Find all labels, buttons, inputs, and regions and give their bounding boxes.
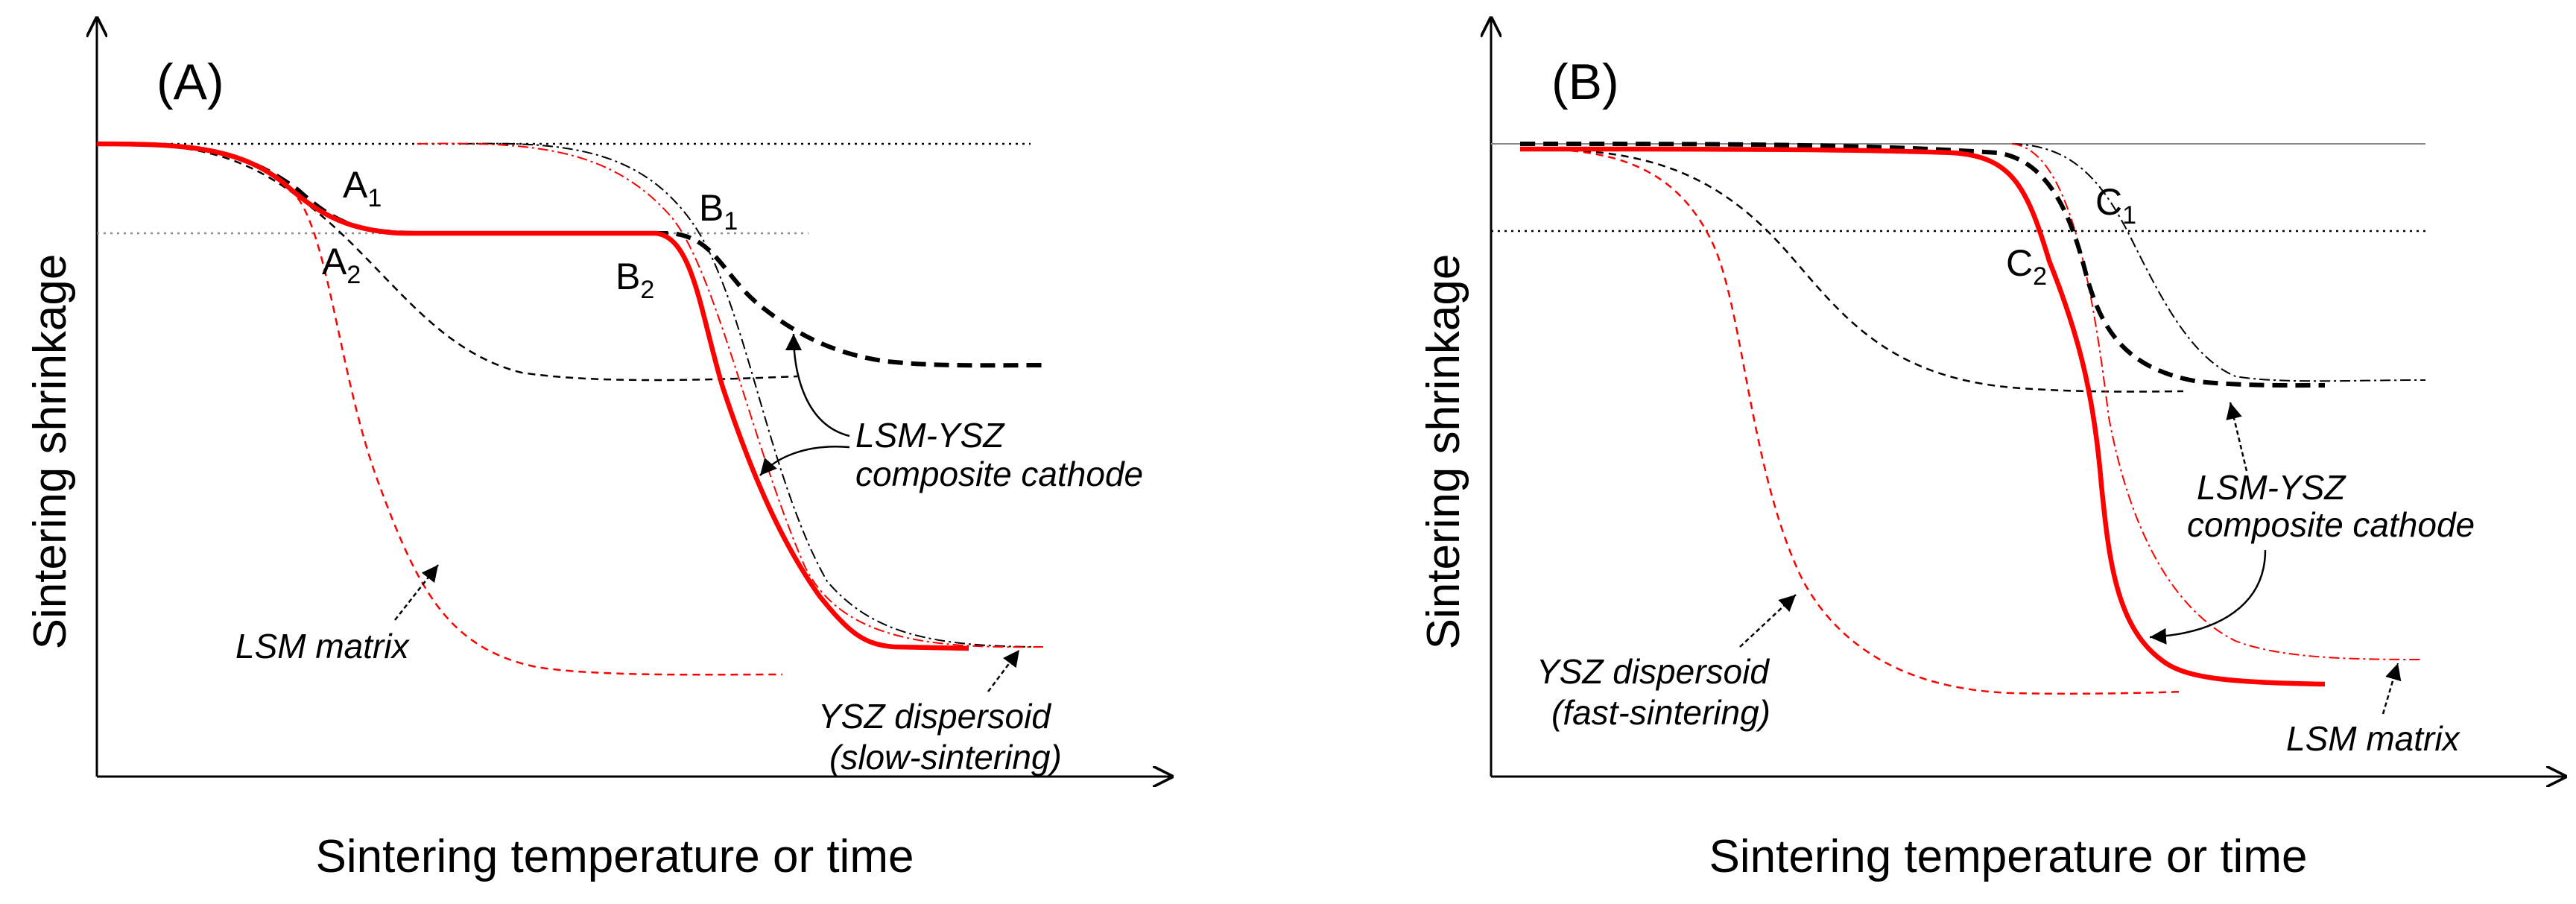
composite-cathode-black-curve	[1519, 142, 2326, 388]
x-axis-label: Sintering temperature or time	[316, 831, 914, 882]
thin-black-dashed-curve	[1519, 148, 2184, 393]
y-axis-label: Sintering shrinkage	[25, 254, 76, 650]
point-label-b2: B2	[615, 256, 654, 304]
composite-cathode-black-curve	[96, 142, 1044, 368]
ysz-dispersoid-curve	[96, 142, 798, 382]
annotation-composite-line1: LSM-YSZ	[2197, 468, 2346, 507]
annotation-dispersoid-arrow	[987, 649, 1020, 692]
lsm-matrix-curve	[2011, 143, 2422, 660]
thin-dashdot-curve	[461, 142, 1044, 648]
ysz-dispersoid-curve	[1519, 148, 2184, 695]
thin-red-dashdot-curve	[417, 142, 1044, 648]
annotation-dispersoid-line2: (fast-sintering)	[1551, 693, 1770, 732]
point-label-a1: A1	[343, 164, 382, 212]
annotation-dispersoid-line1: YSZ dispersoid	[1537, 652, 1770, 691]
panel-label: (A)	[156, 54, 224, 110]
annotation-composite-line2: composite cathode	[2187, 505, 2475, 544]
panel-label: (B)	[1551, 54, 1619, 110]
annotation-composite-arrow-upper	[2226, 402, 2248, 472]
composite-cathode-red-curve	[1519, 146, 2326, 687]
panel-a: (A) Sintering shrinkage Sintering temper…	[25, 16, 1174, 882]
point-label-c1: C1	[2095, 181, 2136, 230]
annotation-matrix: LSM matrix	[2286, 719, 2461, 758]
point-label-c2: C2	[2006, 242, 2047, 291]
annotation-matrix: LSM matrix	[235, 627, 411, 666]
lsm-matrix-curve	[96, 142, 783, 676]
annotation-composite-arrow-upper	[785, 333, 850, 437]
annotation-dispersoid-line2: (slow-sintering)	[829, 738, 1062, 777]
point-label-a2: A2	[322, 241, 361, 289]
point-label-b1: B1	[699, 187, 738, 236]
y-axis-label: Sintering shrinkage	[1418, 254, 1469, 650]
annotation-composite-arrow-lower	[2149, 549, 2267, 645]
annotation-composite-line1: LSM-YSZ	[855, 416, 1005, 455]
annotation-matrix-arrow	[394, 564, 439, 621]
composite-cathode-red-curve	[96, 141, 969, 651]
annotation-composite-line2: composite cathode	[855, 455, 1143, 493]
annotation-dispersoid-arrow	[1739, 594, 1797, 648]
thin-black-dashdot-curve	[2011, 143, 2426, 382]
panel-b: (B) Sintering shrinkage Sintering temper…	[1418, 16, 2567, 882]
annotation-matrix-arrow	[2382, 663, 2402, 715]
x-axis-label: Sintering temperature or time	[1709, 831, 2308, 882]
annotation-composite-arrow-lower	[759, 446, 850, 476]
annotation-dispersoid-line1: YSZ dispersoid	[818, 697, 1051, 736]
